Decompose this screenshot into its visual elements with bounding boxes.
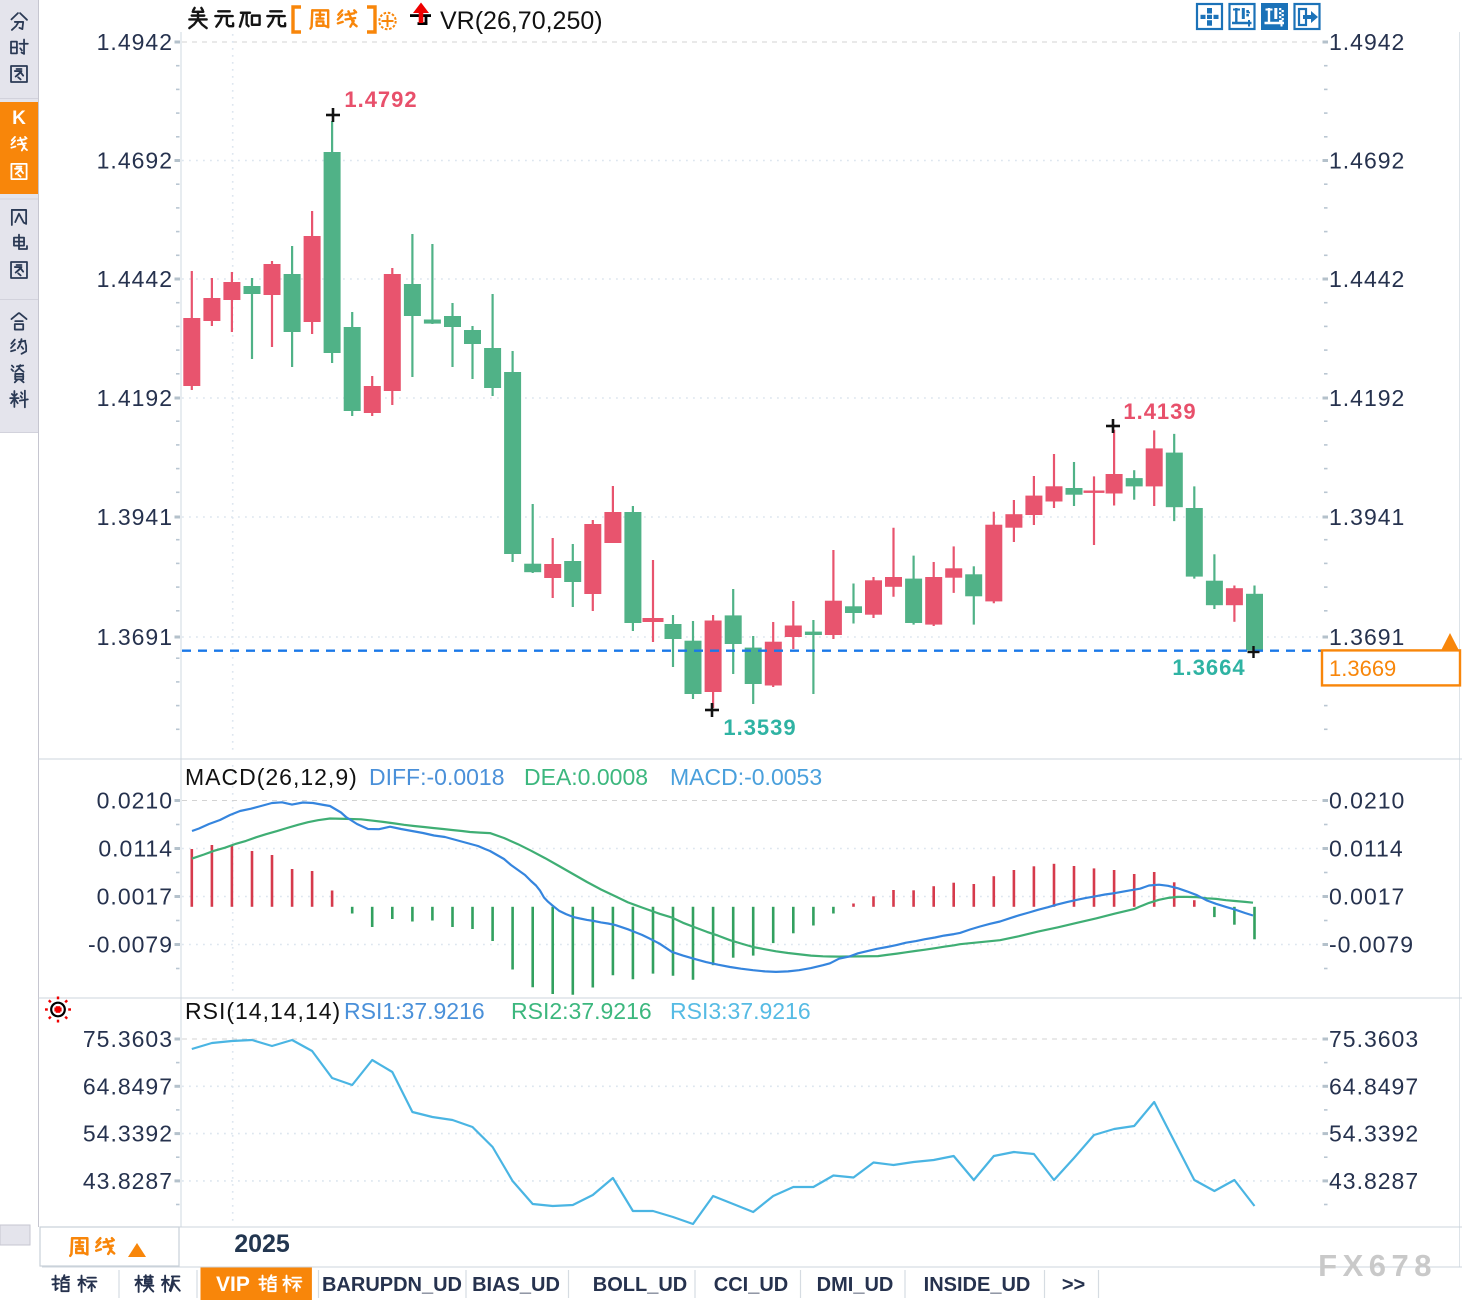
svg-text:MACD:-0.0053: MACD:-0.0053 <box>670 764 822 790</box>
svg-text:1.3664: 1.3664 <box>1172 655 1245 680</box>
svg-text:1.4942: 1.4942 <box>97 29 173 55</box>
svg-text:54.3392: 54.3392 <box>83 1121 173 1147</box>
svg-text:1.4192: 1.4192 <box>1329 385 1405 411</box>
svg-text:2025: 2025 <box>234 1230 290 1258</box>
svg-text:1.4192: 1.4192 <box>97 385 173 411</box>
svg-text:RSI3:37.9216: RSI3:37.9216 <box>670 998 811 1024</box>
svg-text:-0.0079: -0.0079 <box>1329 932 1414 958</box>
svg-text:1.3691: 1.3691 <box>1329 624 1405 650</box>
svg-text:BOLL_UD: BOLL_UD <box>593 1274 687 1296</box>
svg-text:DIFF:-0.0018: DIFF:-0.0018 <box>369 764 505 790</box>
svg-text:BIAS_UD: BIAS_UD <box>472 1274 560 1296</box>
svg-text:0.0017: 0.0017 <box>1329 884 1405 910</box>
svg-text:64.8497: 64.8497 <box>83 1073 173 1099</box>
svg-text:RSI1:37.9216: RSI1:37.9216 <box>344 998 485 1024</box>
svg-text:75.3603: 75.3603 <box>83 1026 173 1052</box>
svg-text:VR(26,70,250): VR(26,70,250) <box>440 7 603 35</box>
svg-text:0.0114: 0.0114 <box>98 836 173 862</box>
svg-text:MACD(26,12,9): MACD(26,12,9) <box>185 764 358 790</box>
svg-text:>>: >> <box>1062 1274 1085 1296</box>
svg-text:DEA:0.0008: DEA:0.0008 <box>524 764 648 790</box>
svg-text:1.4692: 1.4692 <box>1329 148 1405 174</box>
svg-text:1.4442: 1.4442 <box>1329 266 1405 292</box>
svg-text:1.4942: 1.4942 <box>1329 29 1405 55</box>
svg-text:VIP: VIP <box>216 1273 250 1296</box>
svg-text:0.0017: 0.0017 <box>97 884 173 910</box>
svg-text:43.8287: 43.8287 <box>83 1168 173 1194</box>
svg-text:1.4792: 1.4792 <box>344 87 417 112</box>
svg-text:1.3691: 1.3691 <box>97 624 173 650</box>
svg-text:0.0210: 0.0210 <box>1329 788 1405 814</box>
svg-text:BARUPDN_UD: BARUPDN_UD <box>322 1274 462 1296</box>
svg-text:1.4692: 1.4692 <box>97 148 173 174</box>
svg-text:0.0210: 0.0210 <box>97 788 173 814</box>
svg-text:1.4442: 1.4442 <box>97 266 173 292</box>
svg-text:FX678: FX678 <box>1318 1248 1437 1283</box>
svg-text:43.8287: 43.8287 <box>1329 1168 1419 1194</box>
svg-text:-0.0079: -0.0079 <box>88 932 173 958</box>
svg-text:64.8497: 64.8497 <box>1329 1073 1419 1099</box>
svg-text:K: K <box>12 108 26 129</box>
svg-text:1.4139: 1.4139 <box>1123 399 1196 424</box>
svg-text:INSIDE_UD: INSIDE_UD <box>924 1274 1031 1296</box>
svg-text:0.0114: 0.0114 <box>1329 836 1404 862</box>
svg-text:1.3539: 1.3539 <box>723 715 796 740</box>
svg-text:1.3669: 1.3669 <box>1329 656 1396 681</box>
svg-text:1.3941: 1.3941 <box>97 504 173 530</box>
svg-text:RSI2:37.9216: RSI2:37.9216 <box>511 998 652 1024</box>
svg-text:1.3941: 1.3941 <box>1329 504 1405 530</box>
svg-text:75.3603: 75.3603 <box>1329 1026 1419 1052</box>
svg-text:CCI_UD: CCI_UD <box>714 1274 788 1296</box>
svg-text:DMI_UD: DMI_UD <box>817 1274 894 1296</box>
svg-text:RSI(14,14,14): RSI(14,14,14) <box>185 998 341 1024</box>
svg-text:54.3392: 54.3392 <box>1329 1121 1419 1147</box>
